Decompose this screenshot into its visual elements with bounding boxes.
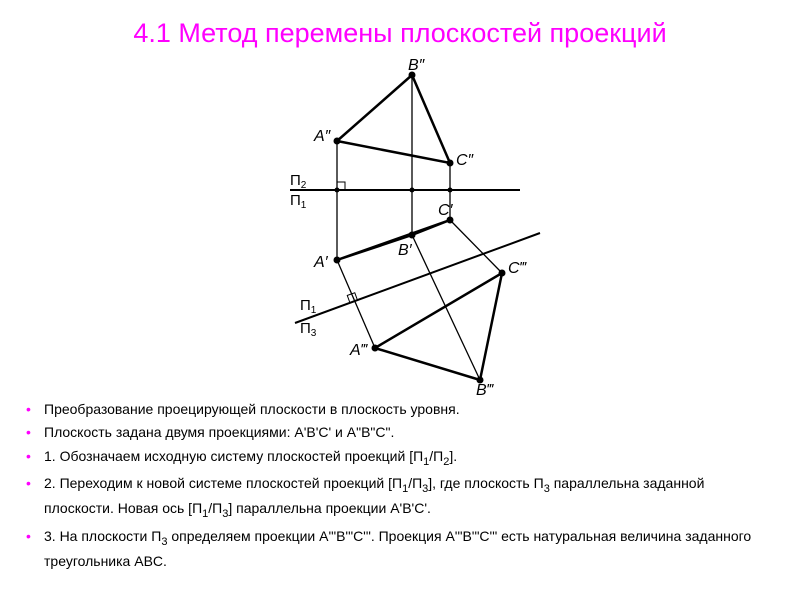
svg-text:B′: B′	[398, 242, 413, 259]
svg-text:П1: П1	[290, 192, 307, 211]
svg-text:C‴: C‴	[508, 260, 528, 277]
svg-text:A′: A′	[313, 254, 329, 271]
bullet-item: 1. Обозначаем исходную систему плоскосте…	[44, 446, 772, 471]
projection-diagram: A″ B″ C″ A′ B′ C′ A‴ B‴ C‴ П2 П1 П1 П3	[240, 55, 560, 395]
svg-text:П3: П3	[300, 320, 317, 339]
page-title: 4.1 Метод перемены плоскостей проекций	[0, 0, 800, 55]
svg-text:П2: П2	[290, 172, 307, 191]
svg-text:B‴: B‴	[476, 382, 495, 395]
bullet-list: Преобразование проецирующей плоскости в …	[0, 395, 800, 584]
bullet-item: 2. Переходим к новой системе плоскостей …	[44, 473, 772, 522]
svg-text:A″: A″	[313, 128, 332, 145]
svg-text:П1: П1	[300, 297, 317, 316]
bullet-item: Плоскость задана двумя проекциями: A'B'C…	[44, 422, 772, 442]
svg-text:B″: B″	[408, 57, 426, 74]
svg-text:C′: C′	[438, 202, 454, 219]
svg-text:C″: C″	[456, 152, 475, 169]
svg-text:A‴: A‴	[349, 342, 369, 359]
bullet-item: 3. На плоскости П3 определяем проекции A…	[44, 526, 772, 571]
bullet-item: Преобразование проецирующей плоскости в …	[44, 399, 772, 419]
